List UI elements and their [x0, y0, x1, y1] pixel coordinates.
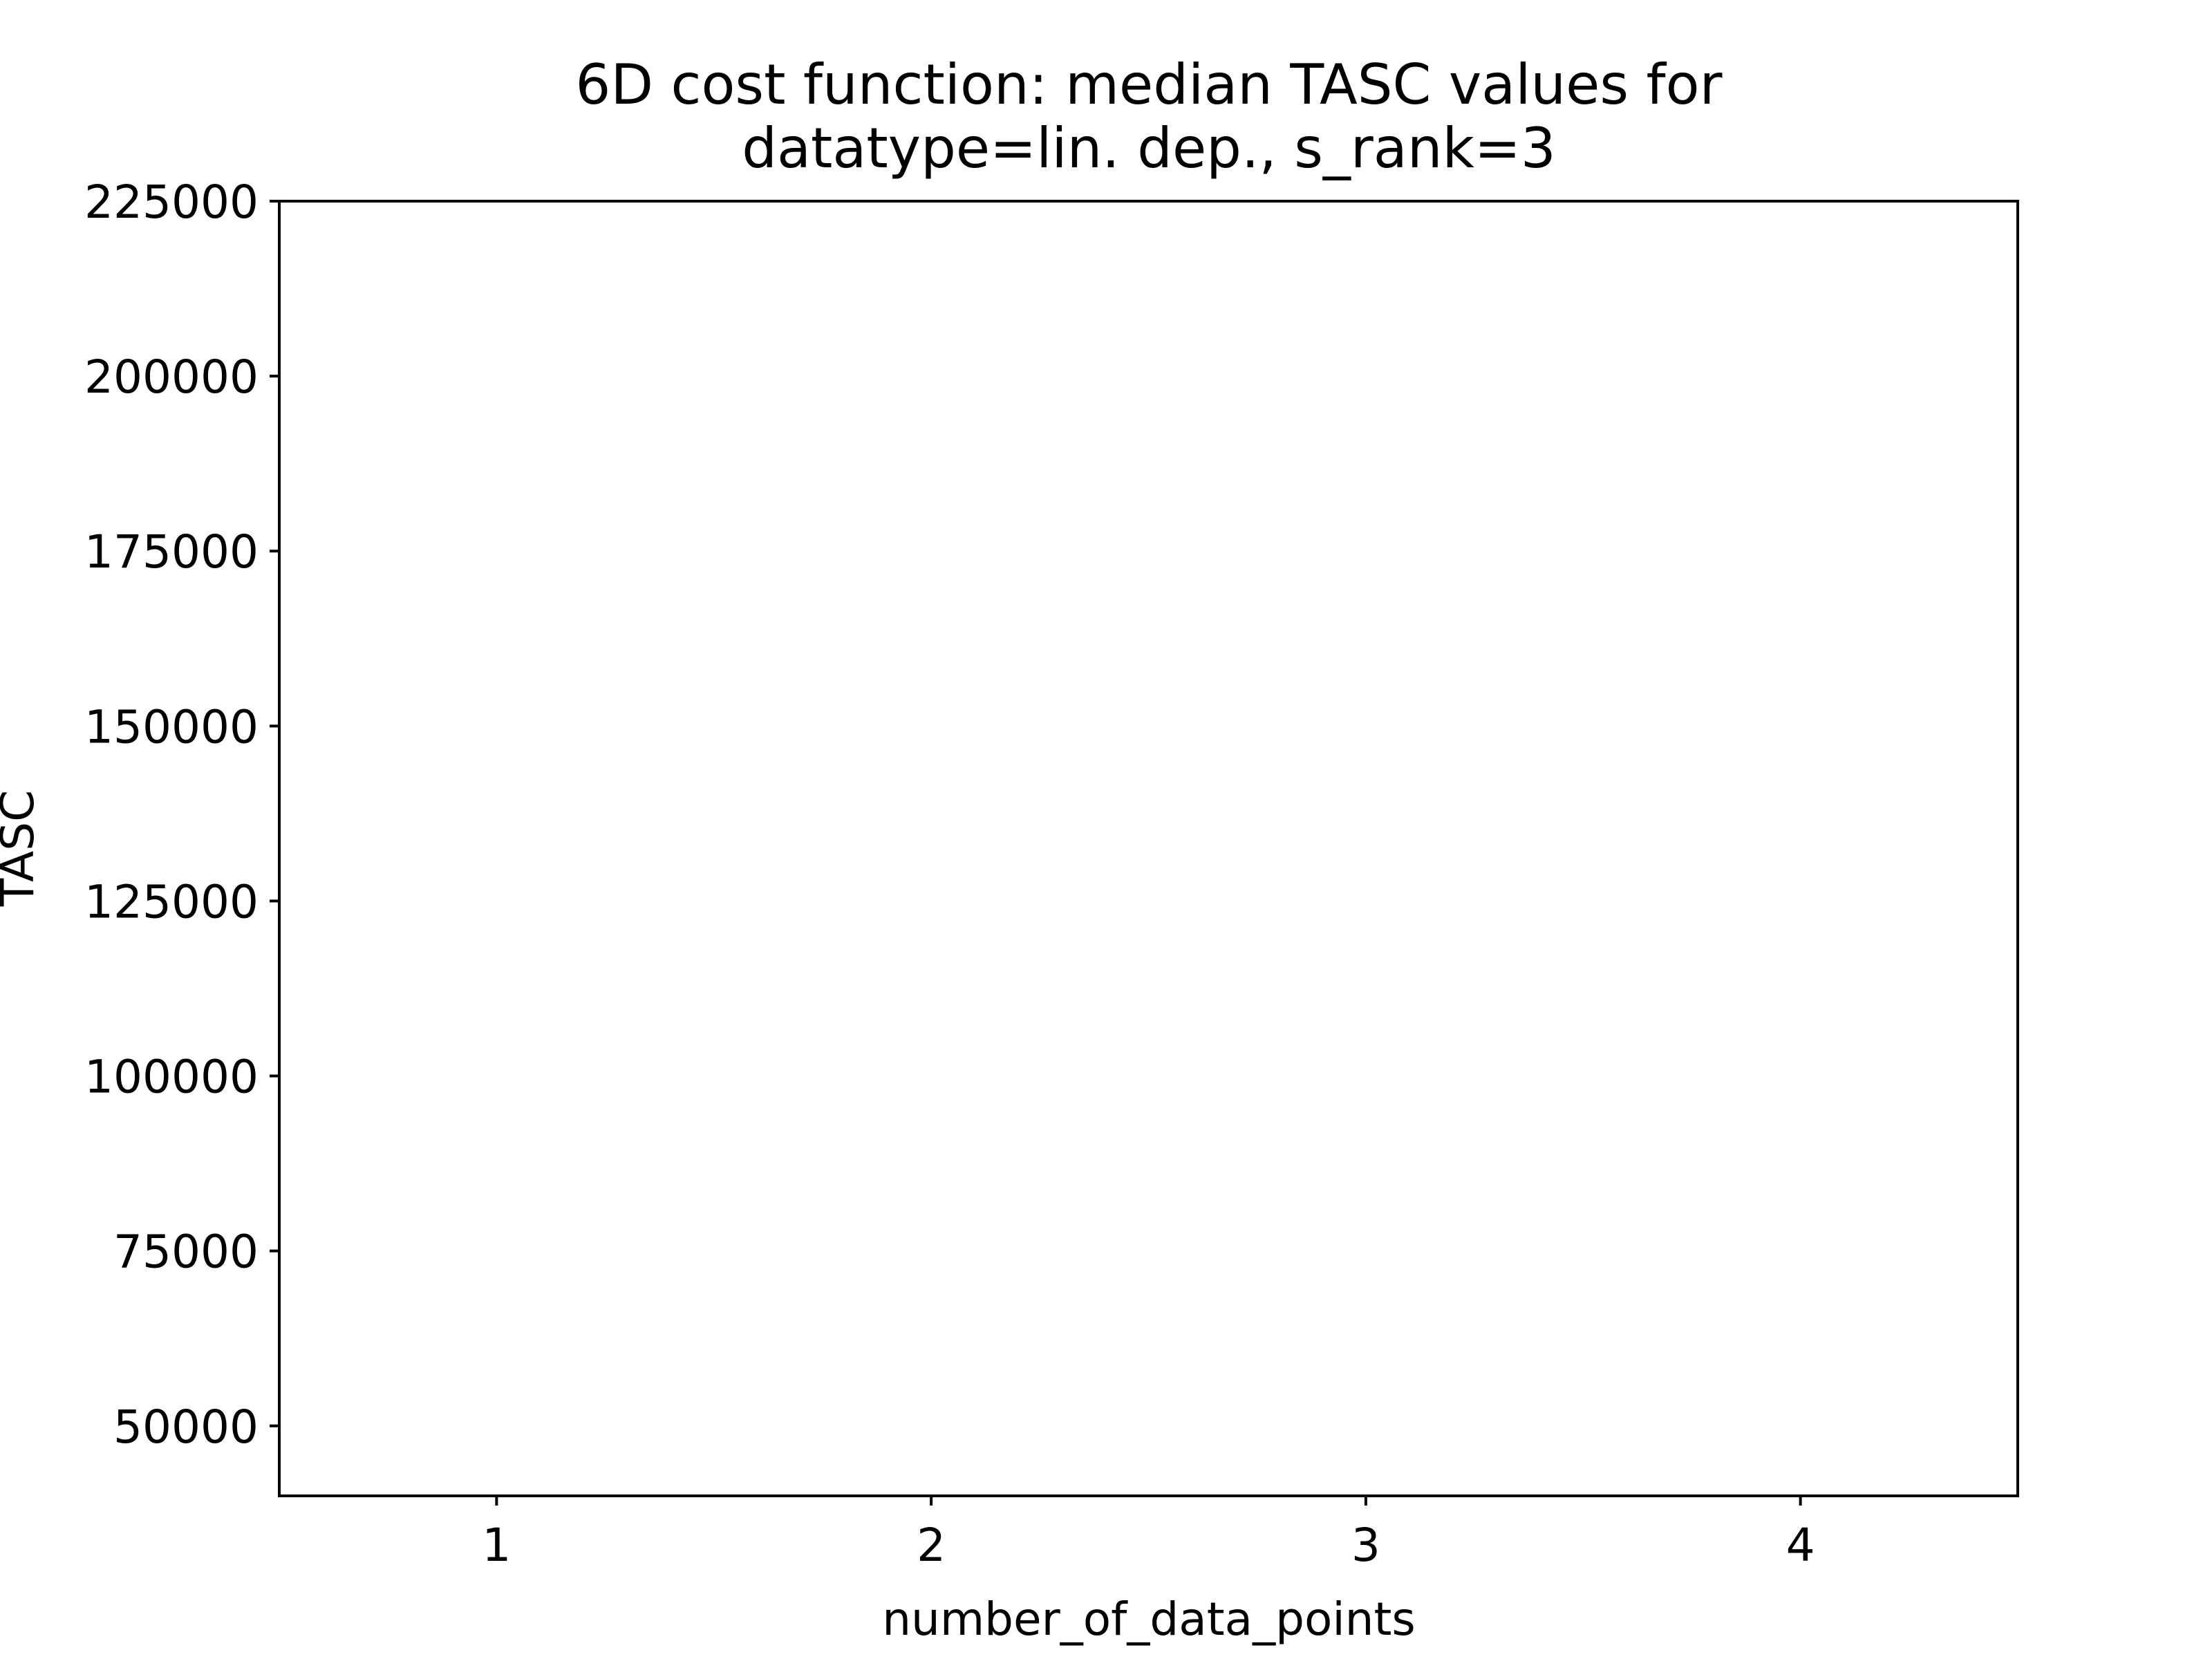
y-tick-label: 100000 [84, 1051, 259, 1104]
y-tick-label: 125000 [84, 875, 259, 928]
y-tick-label: 150000 [84, 700, 259, 753]
y-tick-label: 200000 [84, 350, 259, 404]
x-tick-label: 1 [482, 1519, 511, 1572]
chart-title: 6D cost function: median TASC values for… [576, 53, 1723, 180]
x-tick-label: 3 [1351, 1519, 1380, 1572]
y-tick-label: 50000 [113, 1400, 259, 1454]
y-tick-label: 175000 [84, 525, 259, 579]
plot-area-frame [278, 200, 2019, 1497]
x-tick-label: 2 [917, 1519, 946, 1572]
chart-title-line-2: datatype=lin. dep., s_rank=3 [742, 116, 1556, 180]
y-tick-label: 75000 [113, 1226, 259, 1279]
y-tick-label: 225000 [84, 176, 259, 229]
x-axis-ticks: 1 2 3 4 [482, 1496, 1815, 1572]
chart-title-line-1: 6D cost function: median TASC values for [576, 53, 1723, 117]
x-axis-label: number_of_data_points [882, 1593, 1416, 1646]
y-axis-label: TASC [0, 790, 44, 907]
x-tick-label: 4 [1786, 1519, 1815, 1572]
y-axis-ticks: 50000 75000 100000 125000 150000 175000 200000… [84, 176, 279, 1454]
